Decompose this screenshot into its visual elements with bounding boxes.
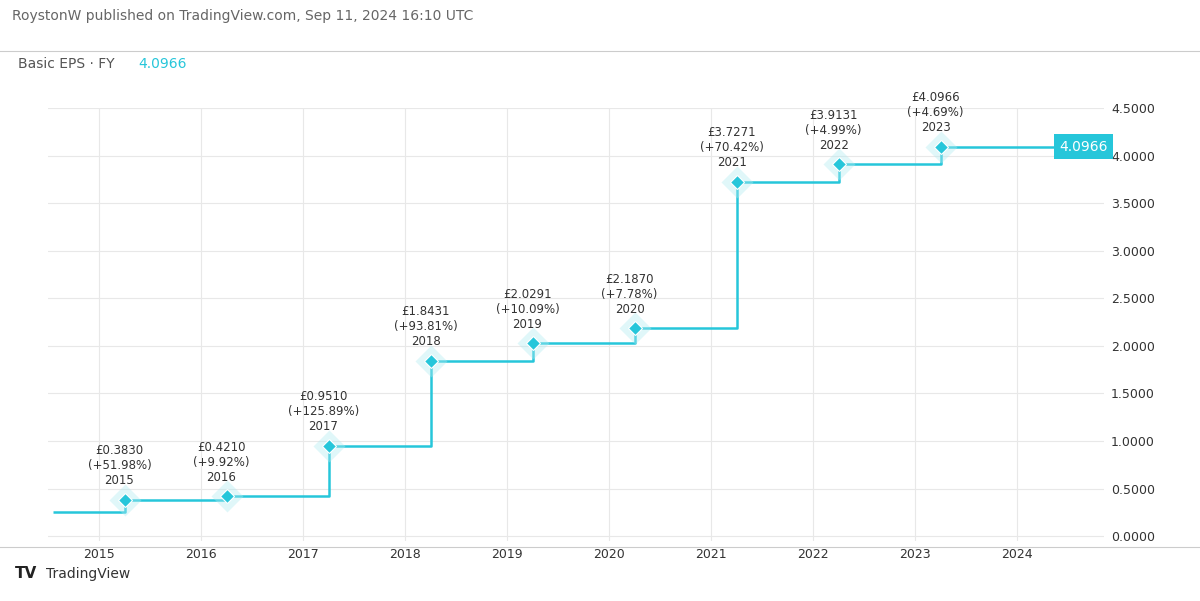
Text: RoystonW published on TradingView.com, Sep 11, 2024 16:10 UTC: RoystonW published on TradingView.com, S… bbox=[12, 9, 473, 23]
Text: TradingView: TradingView bbox=[46, 567, 130, 581]
Text: £0.9510
(+125.89%)
2017: £0.9510 (+125.89%) 2017 bbox=[288, 390, 359, 433]
Text: £2.0291
(+10.09%)
2019: £2.0291 (+10.09%) 2019 bbox=[496, 288, 559, 331]
Text: £3.9131
(+4.99%)
2022: £3.9131 (+4.99%) 2022 bbox=[805, 109, 862, 151]
Text: 4.0966: 4.0966 bbox=[1060, 139, 1108, 153]
Text: £2.1870
(+7.78%)
2020: £2.1870 (+7.78%) 2020 bbox=[601, 273, 658, 316]
Text: 4.0966: 4.0966 bbox=[138, 57, 186, 71]
Text: £0.3830
(+51.98%)
2015: £0.3830 (+51.98%) 2015 bbox=[88, 444, 151, 487]
Text: £0.4210
(+9.92%)
2016: £0.4210 (+9.92%) 2016 bbox=[193, 441, 250, 484]
Text: TV: TV bbox=[14, 567, 37, 581]
Text: £4.0966
(+4.69%)
2023: £4.0966 (+4.69%) 2023 bbox=[907, 91, 964, 134]
Text: £3.7271
(+70.42%)
2021: £3.7271 (+70.42%) 2021 bbox=[700, 126, 763, 169]
Text: Basic EPS · FY: Basic EPS · FY bbox=[18, 57, 124, 71]
Text: £1.8431
(+93.81%)
2018: £1.8431 (+93.81%) 2018 bbox=[394, 305, 457, 349]
